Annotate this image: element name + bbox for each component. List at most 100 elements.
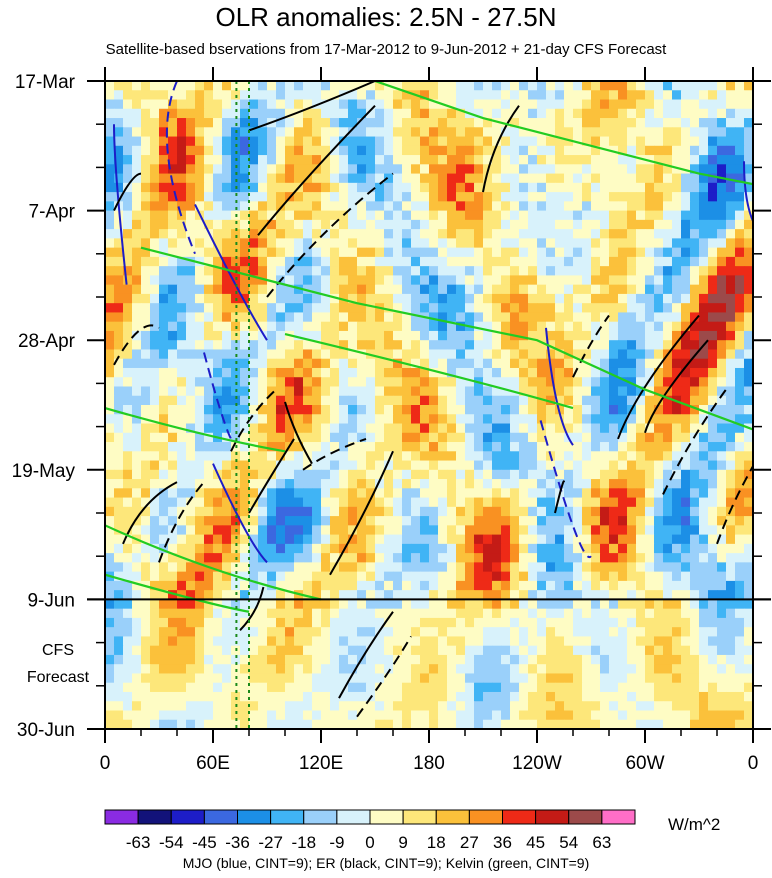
- field-cell: [384, 173, 394, 184]
- field-cell: [348, 497, 358, 508]
- field-cell: [222, 256, 232, 267]
- field-cell: [510, 516, 520, 526]
- field-cell: [519, 580, 529, 591]
- field-cell: [591, 562, 601, 573]
- field-cell: [483, 293, 493, 304]
- field-cell: [123, 238, 133, 249]
- field-cell: [591, 321, 601, 332]
- field-cell: [402, 636, 412, 647]
- field-cell: [123, 562, 133, 573]
- field-cell: [456, 701, 466, 711]
- field-cell: [663, 608, 673, 619]
- field-cell: [636, 580, 646, 591]
- field-cell: [231, 201, 241, 211]
- field-cell: [168, 256, 178, 267]
- field-cell: [600, 442, 610, 452]
- field-cell: [195, 238, 205, 249]
- field-cell: [690, 266, 700, 276]
- field-cell: [564, 312, 574, 323]
- field-cell: [744, 636, 753, 647]
- field-cell: [483, 173, 493, 184]
- field-cell: [735, 562, 745, 573]
- field-cell: [141, 173, 151, 184]
- field-cell: [609, 534, 619, 545]
- field-cell: [618, 164, 628, 174]
- field-cell: [573, 691, 583, 702]
- field-cell: [348, 543, 358, 554]
- field-cell: [573, 303, 583, 313]
- field-cell: [600, 377, 610, 387]
- field-cell: [213, 460, 223, 471]
- field-cell: [735, 701, 745, 711]
- field-cell: [285, 173, 295, 184]
- field-cell: [348, 293, 358, 304]
- field-cell: [600, 451, 610, 461]
- field-cell: [573, 423, 583, 434]
- field-cell: [114, 182, 124, 193]
- field-cell: [177, 599, 187, 610]
- field-cell: [447, 367, 457, 378]
- field-cell: [438, 525, 448, 535]
- field-cell: [222, 405, 232, 415]
- field-cell: [375, 321, 385, 332]
- field-cell: [627, 460, 637, 471]
- field-cell: [474, 266, 484, 276]
- field-cell: [465, 330, 475, 341]
- field-cell: [663, 312, 673, 323]
- field-cell: [204, 534, 214, 545]
- field-cell: [159, 432, 169, 443]
- field-cell: [213, 256, 223, 267]
- field-cell: [375, 386, 385, 397]
- field-cell: [258, 182, 268, 193]
- field-cell: [501, 710, 511, 721]
- field-cell: [159, 367, 169, 378]
- field-cell: [420, 405, 430, 415]
- field-cell: [222, 377, 232, 387]
- field-cell: [159, 377, 169, 387]
- field-cell: [123, 81, 133, 91]
- field-cell: [699, 525, 709, 535]
- field-cell: [105, 256, 115, 267]
- field-cell: [726, 562, 736, 573]
- field-cell: [402, 173, 412, 184]
- field-cell: [357, 367, 367, 378]
- field-cell: [456, 238, 466, 249]
- field-cell: [294, 451, 304, 461]
- field-cell: [510, 580, 520, 591]
- field-cell: [699, 145, 709, 156]
- field-cell: [699, 497, 709, 508]
- field-cell: [438, 710, 448, 721]
- field-cell: [663, 164, 673, 174]
- field-cell: [168, 321, 178, 332]
- field-cell: [510, 599, 520, 610]
- field-cell: [375, 469, 385, 480]
- field-cell: [177, 664, 187, 674]
- field-cell: [564, 553, 574, 563]
- field-cell: [249, 414, 259, 424]
- field-cell: [384, 99, 394, 110]
- field-cell: [339, 701, 349, 711]
- field-cell: [645, 442, 655, 452]
- field-cell: [447, 247, 457, 258]
- field-cell: [105, 321, 115, 332]
- field-cell: [393, 562, 403, 573]
- field-cell: [105, 516, 115, 526]
- field-cell: [600, 516, 610, 526]
- field-cell: [546, 99, 556, 110]
- field-cell: [402, 627, 412, 637]
- field-cell: [465, 673, 475, 684]
- field-cell: [312, 81, 322, 91]
- field-cell: [591, 580, 601, 591]
- field-cell: [690, 636, 700, 647]
- field-cell: [294, 349, 304, 360]
- field-cell: [735, 247, 745, 258]
- field-cell: [654, 321, 664, 332]
- field-cell: [186, 247, 196, 258]
- field-cell: [681, 90, 691, 100]
- field-cell: [321, 330, 331, 341]
- field-cell: [240, 506, 250, 517]
- field-cell: [735, 479, 745, 489]
- field-cell: [654, 173, 664, 184]
- field-cell: [141, 284, 151, 295]
- field-cell: [510, 293, 520, 304]
